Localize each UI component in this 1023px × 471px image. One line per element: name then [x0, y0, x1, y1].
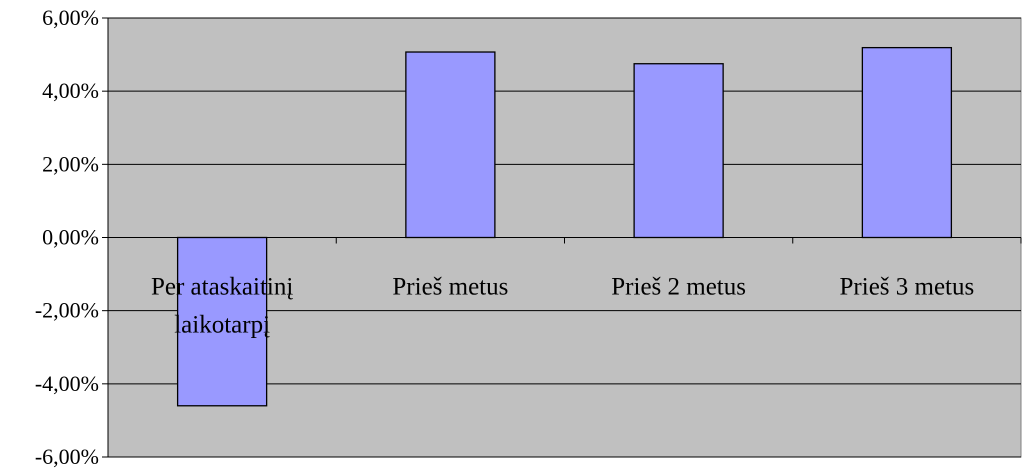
axes [102, 17, 1022, 458]
y-tick-label: -2,00% [35, 298, 99, 323]
y-tick-label: 0,00% [42, 225, 99, 250]
x-category-label: laikotarpį [174, 312, 270, 339]
x-axis-category-labels: Per ataskaitinį laikotarpį Prieš metus Prie… [151, 274, 974, 339]
y-tick-label: 4,00% [42, 78, 99, 103]
y-tick-label: 6,00% [42, 5, 99, 30]
bar [176, 236, 268, 407]
y-tick-label: -4,00% [35, 371, 99, 396]
x-category-label: Prieš metus [392, 274, 508, 301]
bars [176, 46, 953, 407]
y-tick-label: 2,00% [42, 151, 99, 176]
x-category-label: Prieš 3 metus [840, 274, 975, 301]
bar [405, 51, 496, 239]
x-category-label: Per ataskaitinį [151, 274, 293, 301]
bar [861, 46, 953, 239]
x-category-label: Prieš 2 metus [611, 274, 746, 301]
y-tick-label: -6,00% [35, 444, 99, 469]
y-axis-tick-labels: 6,00% 4,00% 2,00% 0,00% -2,00% -4,00% -6,00% [35, 5, 99, 469]
bar [633, 63, 724, 239]
